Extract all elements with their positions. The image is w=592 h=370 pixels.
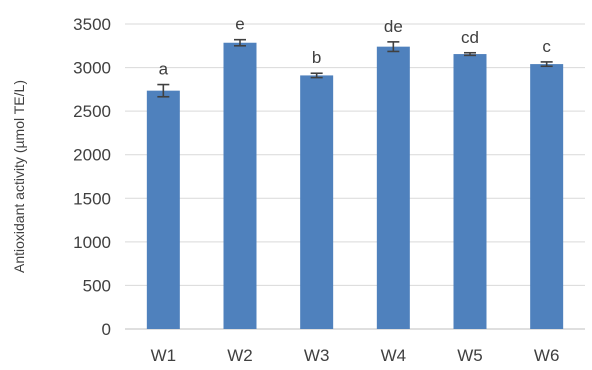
y-tick-label: 0 (102, 320, 111, 339)
x-tick-label: W4 (381, 346, 407, 365)
significance-label: b (312, 48, 321, 67)
x-tick-label: W1 (151, 346, 177, 365)
gridlines (125, 23, 585, 330)
y-axis-title: Antioxidant activity (µmol TE/L) (11, 80, 27, 273)
bar-w1 (146, 90, 180, 330)
significance-label: cd (461, 28, 479, 47)
x-tick-label: W5 (457, 346, 483, 365)
bars (146, 42, 564, 330)
y-tick-label: 500 (83, 276, 111, 295)
error-bars (157, 38, 553, 98)
y-tick-label: 2000 (73, 146, 111, 165)
y-tick-label: 3500 (73, 15, 111, 34)
significance-label: de (384, 17, 403, 36)
y-tick-label: 1000 (73, 233, 111, 252)
bar-w2 (223, 42, 257, 329)
significance-label: c (542, 37, 551, 56)
x-tick-label: W3 (304, 346, 330, 365)
significance-label: e (235, 15, 244, 34)
bar-w4 (376, 46, 410, 330)
significance-label: a (159, 60, 169, 79)
x-tick-label: W2 (227, 346, 253, 365)
y-tick-label: 3000 (73, 59, 111, 78)
y-tick-label: 1500 (73, 189, 111, 208)
y-tick-label: 2500 (73, 102, 111, 121)
bar-w5 (453, 54, 487, 330)
x-tick-label: W6 (534, 346, 560, 365)
bar-w6 (530, 64, 564, 329)
bar-w3 (300, 75, 334, 330)
labels: 0 500 1000 1500 2000 2500 3000 3500 a W1 e W2 b W3 de W… (73, 15, 559, 365)
